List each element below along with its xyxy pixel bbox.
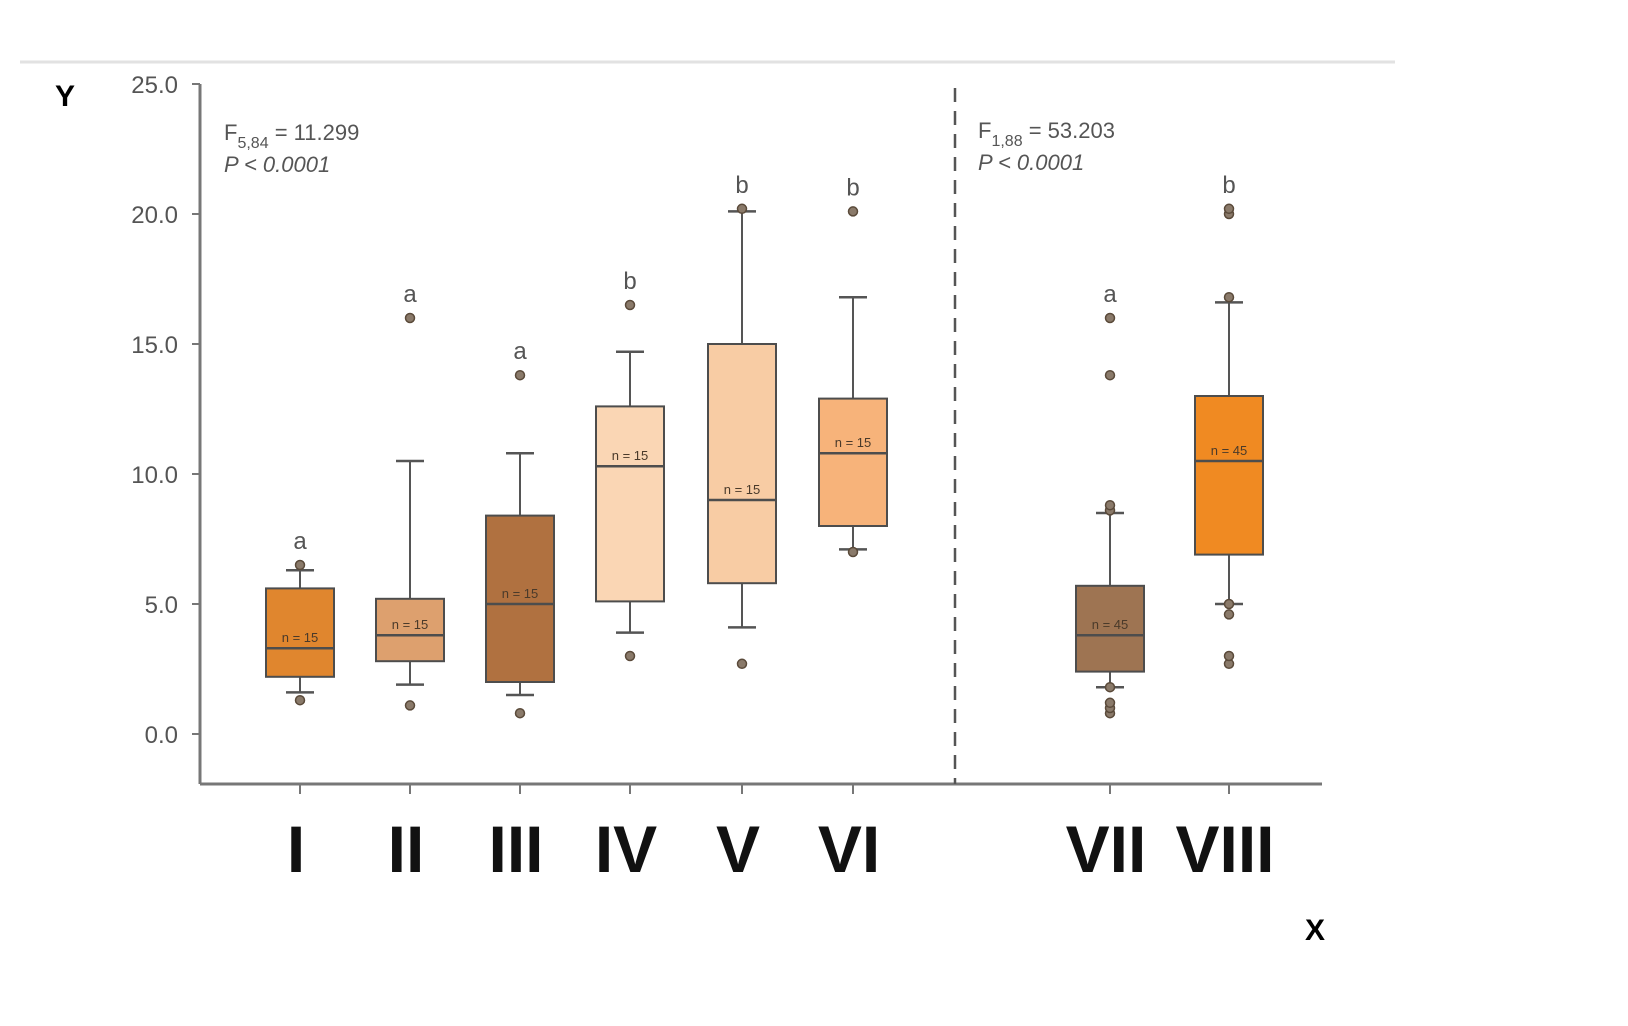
category-label: VIII <box>1175 812 1274 886</box>
significance-letter: a <box>1103 281 1117 308</box>
p-value-right: P < 0.0001 <box>978 150 1084 175</box>
sample-size-label: n = 15 <box>392 617 429 632</box>
box-iqr <box>707 343 777 585</box>
box-group: n = 15 b VI <box>818 174 888 886</box>
box-group: n = 15 a III <box>485 338 555 886</box>
box-group: n = 45 b VIII <box>1175 172 1274 886</box>
box-group: n = 15 a I <box>265 528 335 886</box>
y-axis-label: Y <box>55 80 75 113</box>
box-iqr <box>485 514 555 683</box>
outlier-point <box>624 650 636 662</box>
sample-size-label: n = 15 <box>282 630 319 645</box>
significance-letter: a <box>513 338 527 365</box>
category-label: VI <box>818 812 880 886</box>
category-label: II <box>388 812 425 886</box>
outlier-point <box>1104 681 1116 693</box>
box-iqr <box>1194 395 1264 556</box>
box-group: n = 45 a VII <box>1066 281 1147 886</box>
box-iqr <box>818 397 888 528</box>
outlier-point <box>1223 203 1235 215</box>
outlier-point <box>294 559 306 571</box>
y-tick-label: 25.0 <box>131 72 178 99</box>
f-stat-letter: F <box>224 120 237 145</box>
outlier-point <box>1104 499 1116 511</box>
y-tick-label: 20.0 <box>131 202 178 229</box>
significance-letter: a <box>403 281 417 308</box>
box-iqr <box>1075 584 1145 673</box>
significance-letter: b <box>623 268 636 295</box>
category-label: IV <box>595 812 657 886</box>
y-tick-label: 5.0 <box>145 592 178 619</box>
outlier-point <box>1223 598 1235 610</box>
outlier-point <box>294 694 306 706</box>
sample-size-label: n = 15 <box>724 482 761 497</box>
significance-letter: b <box>846 174 859 201</box>
sample-size-label: n = 45 <box>1211 443 1248 458</box>
x-axis-label: X <box>1305 914 1325 947</box>
category-label: III <box>488 812 543 886</box>
sample-size-label: n = 15 <box>835 435 872 450</box>
outlier-point <box>1223 291 1235 303</box>
outlier-point <box>624 299 636 311</box>
box-group: n = 15 b V <box>707 172 777 886</box>
f-stat-df: 1,88 <box>991 133 1022 150</box>
outlier-point <box>736 658 748 670</box>
category-label: I <box>287 812 305 886</box>
outlier-point <box>404 700 416 711</box>
outlier-point <box>847 546 859 558</box>
outlier-point <box>1223 609 1235 620</box>
box-group: n = 15 a II <box>375 281 445 886</box>
outlier-point <box>1223 650 1235 662</box>
anova-annotation-right: F1,88 = 53.203 <box>978 118 1115 150</box>
box-iqr <box>265 587 335 678</box>
box-group: n = 15 b IV <box>595 268 665 886</box>
outlier-point <box>1104 312 1116 324</box>
y-ticks: 0.0 5.0 10.0 15.0 20.0 25.0 <box>131 72 200 749</box>
f-stat-letter: F <box>978 118 991 143</box>
outlier-point <box>514 369 526 381</box>
y-tick-label: 0.0 <box>145 722 178 749</box>
p-value-left: P < 0.0001 <box>224 152 330 177</box>
y-tick-label: 15.0 <box>131 332 178 359</box>
box-iqr <box>595 405 665 603</box>
f-stat-value: = 11.299 <box>269 120 360 145</box>
box-iqr <box>375 597 445 663</box>
sample-size-label: n = 45 <box>1092 617 1129 632</box>
sample-size-label: n = 15 <box>612 448 649 463</box>
anova-annotation-left: F5,84 = 11.299 <box>224 120 359 152</box>
outlier-point <box>404 312 416 324</box>
f-stat-value: = 53.203 <box>1023 118 1115 143</box>
category-label: V <box>716 812 760 886</box>
significance-letter: b <box>735 172 748 199</box>
outlier-point <box>1104 369 1116 381</box>
significance-letter: a <box>293 528 307 555</box>
outlier-point <box>1104 697 1116 709</box>
category-label: VII <box>1066 812 1147 886</box>
sample-size-label: n = 15 <box>502 586 539 601</box>
outlier-point <box>514 707 526 719</box>
f-stat-df: 5,84 <box>237 135 268 152</box>
outlier-point <box>736 203 748 215</box>
outlier-point <box>847 206 859 217</box>
y-tick-label: 10.0 <box>131 462 178 489</box>
significance-letter: b <box>1222 172 1235 199</box>
